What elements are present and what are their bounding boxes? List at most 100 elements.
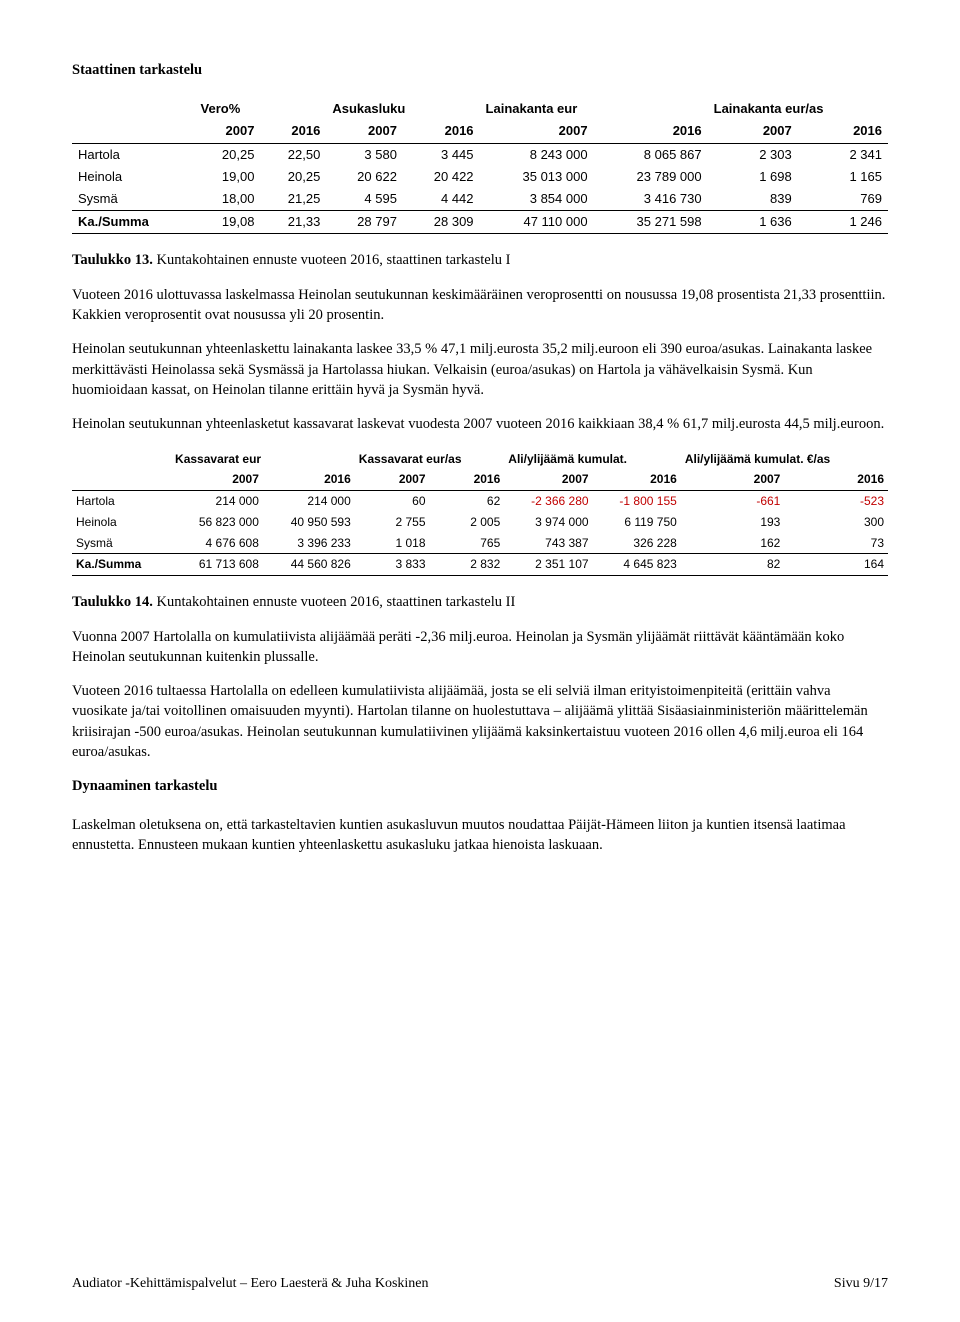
td: 6 119 750 — [593, 512, 681, 533]
th-lainakanta-eur: Lainakanta eur — [480, 98, 708, 120]
table-2-year-header: 2007 2016 2007 2016 2007 2016 2007 2016 — [72, 469, 888, 490]
td: 62 — [430, 491, 505, 512]
td: 35 013 000 — [480, 166, 594, 188]
th: 2016 — [430, 469, 505, 490]
paragraph: Heinolan seutukunnan yhteenlasketut kass… — [72, 414, 888, 434]
th: 2007 — [681, 469, 785, 490]
th-ali-kumulat-as: Ali/ylijäämä kumulat. €/as — [681, 449, 888, 470]
td: 19,00 — [195, 166, 261, 188]
td: 3 445 — [403, 143, 480, 166]
td: Sysmä — [72, 188, 195, 211]
caption-label: Taulukko 14. — [72, 594, 153, 610]
td: 1 165 — [798, 166, 888, 188]
paragraph: Vuoteen 2016 ulottuvassa laskelmassa Hei… — [72, 285, 888, 326]
td: 73 — [784, 533, 888, 554]
td: 193 — [681, 512, 785, 533]
td: Heinola — [72, 166, 195, 188]
td: 21,33 — [260, 211, 326, 234]
td: Hartola — [72, 143, 195, 166]
table-row: Heinola 56 823 000 40 950 593 2 755 2 00… — [72, 512, 888, 533]
td: 35 271 598 — [594, 211, 708, 234]
table-1-caption: Taulukko 13. Kuntakohtainen ennuste vuot… — [72, 250, 888, 270]
th: 2007 — [480, 120, 594, 143]
td: 1 698 — [708, 166, 798, 188]
table-2-group-header: Kassavarat eur Kassavarat eur/as Ali/yli… — [72, 449, 888, 470]
footer-right: Sivu 9/17 — [834, 1274, 888, 1294]
td: -661 — [681, 491, 785, 512]
td: 743 387 — [504, 533, 592, 554]
td: 4 645 823 — [593, 554, 681, 576]
td: 769 — [798, 188, 888, 211]
section-heading-static: Staattinen tarkastelu — [72, 60, 888, 80]
td: 1 246 — [798, 211, 888, 234]
th: 2007 — [355, 469, 430, 490]
th: 2016 — [594, 120, 708, 143]
td: 61 713 608 — [171, 554, 263, 576]
table-row: Hartola 20,25 22,50 3 580 3 445 8 243 00… — [72, 143, 888, 166]
td: 214 000 — [171, 491, 263, 512]
td: Hartola — [72, 491, 171, 512]
table-2-caption: Taulukko 14. Kuntakohtainen ennuste vuot… — [72, 592, 888, 612]
th: 2016 — [263, 469, 355, 490]
th: 2016 — [403, 120, 480, 143]
td: 326 228 — [593, 533, 681, 554]
th — [72, 120, 195, 143]
td: -1 800 155 — [593, 491, 681, 512]
td: 23 789 000 — [594, 166, 708, 188]
td: 19,08 — [195, 211, 261, 234]
td: 2 351 107 — [504, 554, 592, 576]
td: -2 366 280 — [504, 491, 592, 512]
td: 3 580 — [326, 143, 403, 166]
th-vero: Vero% — [195, 98, 327, 120]
td: 765 — [430, 533, 505, 554]
td: 28 309 — [403, 211, 480, 234]
paragraph: Heinolan seutukunnan yhteenlaskettu lain… — [72, 339, 888, 400]
table-row: Heinola 19,00 20,25 20 622 20 422 35 013… — [72, 166, 888, 188]
td: 2 832 — [430, 554, 505, 576]
td: -523 — [784, 491, 888, 512]
paragraph: Vuoteen 2016 tultaessa Hartolalla on ede… — [72, 681, 888, 762]
th: 2016 — [798, 120, 888, 143]
td: 1 636 — [708, 211, 798, 234]
td: 40 950 593 — [263, 512, 355, 533]
page-footer: Audiator -Kehittämispalvelut – Eero Laes… — [72, 1274, 888, 1294]
td: 300 — [784, 512, 888, 533]
td: 21,25 — [260, 188, 326, 211]
table-1: Vero% Asukasluku Lainakanta eur Lainakan… — [72, 98, 888, 234]
td: 4 442 — [403, 188, 480, 211]
table-row: Sysmä 4 676 608 3 396 233 1 018 765 743 … — [72, 533, 888, 554]
td: 82 — [681, 554, 785, 576]
td: 18,00 — [195, 188, 261, 211]
td: 20,25 — [260, 166, 326, 188]
table-2: Kassavarat eur Kassavarat eur/as Ali/yli… — [72, 449, 888, 577]
td: 56 823 000 — [171, 512, 263, 533]
td: 4 595 — [326, 188, 403, 211]
td: Ka./Summa — [72, 554, 171, 576]
td: 8 065 867 — [594, 143, 708, 166]
caption-text: Kuntakohtainen ennuste vuoteen 2016, sta… — [153, 594, 515, 610]
table-1-year-header: 2007 2016 2007 2016 2007 2016 2007 2016 — [72, 120, 888, 143]
th-blank — [72, 449, 171, 470]
td: 4 676 608 — [171, 533, 263, 554]
th-kassavarat-eur: Kassavarat eur — [171, 449, 355, 470]
td: 20 622 — [326, 166, 403, 188]
td: 1 018 — [355, 533, 430, 554]
td: 3 416 730 — [594, 188, 708, 211]
caption-label: Taulukko 13. — [72, 252, 153, 268]
th: 2016 — [260, 120, 326, 143]
td: 164 — [784, 554, 888, 576]
th — [72, 469, 171, 490]
td: 2 005 — [430, 512, 505, 533]
table-2-summary: Ka./Summa 61 713 608 44 560 826 3 833 2 … — [72, 554, 888, 576]
th: 2016 — [593, 469, 681, 490]
td: Sysmä — [72, 533, 171, 554]
table-row: Sysmä 18,00 21,25 4 595 4 442 3 854 000 … — [72, 188, 888, 211]
td: 3 974 000 — [504, 512, 592, 533]
th-lainakanta-euras: Lainakanta eur/as — [708, 98, 888, 120]
table-1-summary: Ka./Summa 19,08 21,33 28 797 28 309 47 1… — [72, 211, 888, 234]
th-blank — [72, 98, 195, 120]
table-row: Hartola 214 000 214 000 60 62 -2 366 280… — [72, 491, 888, 512]
td: 3 854 000 — [480, 188, 594, 211]
td: 20 422 — [403, 166, 480, 188]
td: 3 396 233 — [263, 533, 355, 554]
